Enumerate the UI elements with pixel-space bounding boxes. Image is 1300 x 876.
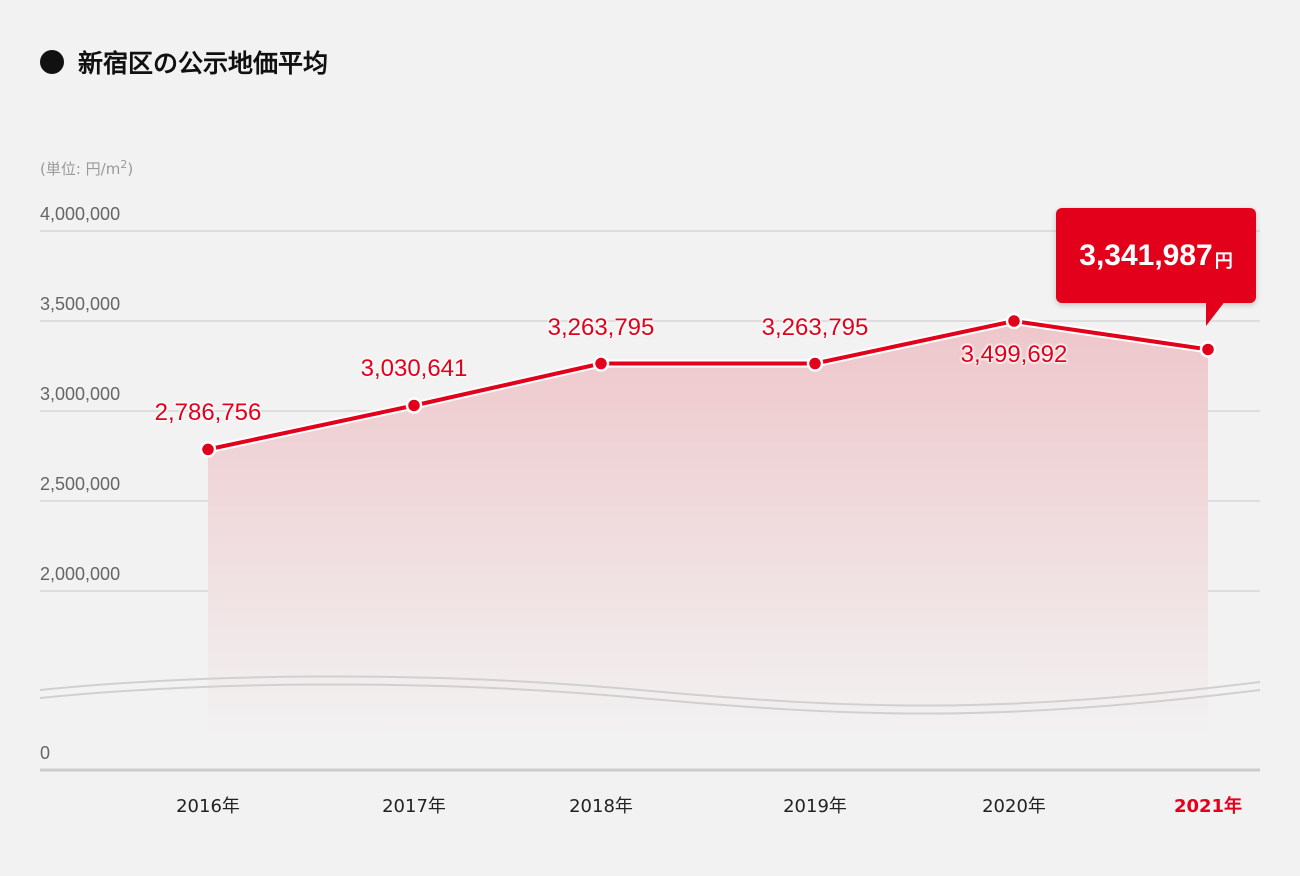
x-tick-label: 2020年 xyxy=(982,796,1046,817)
y-tick-label: 2,000,000 xyxy=(40,564,121,584)
x-tick-label: 2017年 xyxy=(382,796,446,817)
unit-label: (単位: 円/m2) xyxy=(40,158,133,179)
data-label: 3,263,795 xyxy=(547,313,655,341)
data-label: 2,786,756 xyxy=(154,399,262,427)
chart-title: 新宿区の公示地価平均 xyxy=(40,44,328,80)
chart-title-text: 新宿区の公示地価平均 xyxy=(78,49,329,78)
y-tick-label: 3,000,000 xyxy=(40,384,121,404)
data-point xyxy=(1199,341,1217,358)
y-tick-label: 0 xyxy=(40,743,51,763)
bullet-icon xyxy=(40,50,64,74)
x-tick-label: 2016年 xyxy=(176,796,240,817)
unit-label-close: ) xyxy=(127,160,134,178)
data-label: 3,030,641 xyxy=(360,355,468,383)
area-fill xyxy=(208,321,1208,740)
data-point xyxy=(592,355,610,372)
x-tick-label: 2021年 xyxy=(1173,796,1243,817)
x-tick-label: 2018年 xyxy=(569,796,633,817)
series-line xyxy=(207,319,1209,452)
data-label: 3,263,795 xyxy=(761,313,869,341)
y-tick-label: 3,500,000 xyxy=(40,294,121,314)
data-point xyxy=(806,355,824,372)
axis-break-line xyxy=(39,675,1261,707)
y-tick-label: 2,500,000 xyxy=(40,474,121,494)
data-point xyxy=(1005,312,1023,330)
highlight-callout: 3,341,987 円 xyxy=(1056,208,1256,303)
axis-break-line xyxy=(39,683,1261,715)
callout-currency: 円 xyxy=(1214,250,1233,271)
data-label: 3,499,692 xyxy=(960,341,1068,369)
data-point xyxy=(199,441,217,458)
callout-pointer xyxy=(1206,300,1226,326)
unit-superscript: 2 xyxy=(120,158,128,171)
y-tick-label: 4,000,000 xyxy=(40,204,121,224)
callout-value: 3,341,987 xyxy=(1079,238,1213,272)
x-tick-label: 2019年 xyxy=(783,796,847,817)
unit-label-text: (単位: 円/m xyxy=(40,160,121,178)
data-point xyxy=(405,397,423,414)
